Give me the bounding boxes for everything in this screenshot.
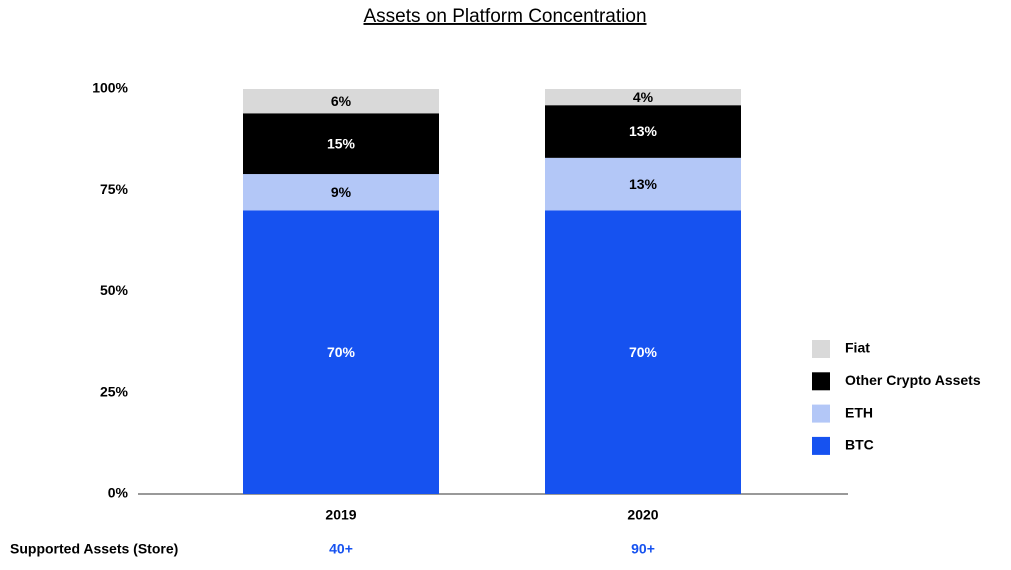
data-label: 70%: [327, 344, 356, 360]
y-tick-label: 25%: [100, 383, 129, 399]
data-label: 9%: [331, 184, 352, 200]
bar-segment: [243, 210, 439, 494]
footer-value: 90+: [631, 541, 655, 557]
y-tick-label: 75%: [100, 181, 129, 197]
data-label: 4%: [633, 89, 654, 105]
legend-label: BTC: [845, 437, 874, 453]
legend-swatch: [812, 436, 830, 455]
x-tick-label: 2020: [627, 507, 658, 523]
y-tick-label: 100%: [92, 80, 128, 96]
legend-swatch: [812, 404, 830, 423]
data-label: 70%: [629, 344, 658, 360]
footer-value: 40+: [329, 541, 353, 557]
y-tick-label: 0%: [108, 485, 129, 501]
bar-segment: [545, 105, 741, 158]
y-tick-label: 50%: [100, 282, 129, 298]
legend-label: Other Crypto Assets: [845, 372, 981, 388]
bar-segment: [243, 113, 439, 175]
bar-segment: [243, 89, 439, 114]
legend-swatch: [812, 372, 830, 391]
bar-segment: [545, 157, 741, 211]
data-label: 13%: [629, 176, 658, 192]
legend-label: Fiat: [845, 340, 870, 356]
bar-segment: [545, 210, 741, 494]
chart-title: Assets on Platform Concentration: [363, 6, 646, 27]
legend-swatch: [812, 340, 830, 358]
data-label: 6%: [331, 93, 352, 109]
x-tick-label: 2019: [325, 507, 356, 523]
footer-label: Supported Assets (Store): [10, 541, 178, 557]
bar-segment: [545, 89, 741, 106]
bar-segment: [243, 174, 439, 211]
data-label: 13%: [629, 123, 658, 139]
legend-label: ETH: [845, 404, 873, 420]
data-label: 15%: [327, 135, 356, 151]
